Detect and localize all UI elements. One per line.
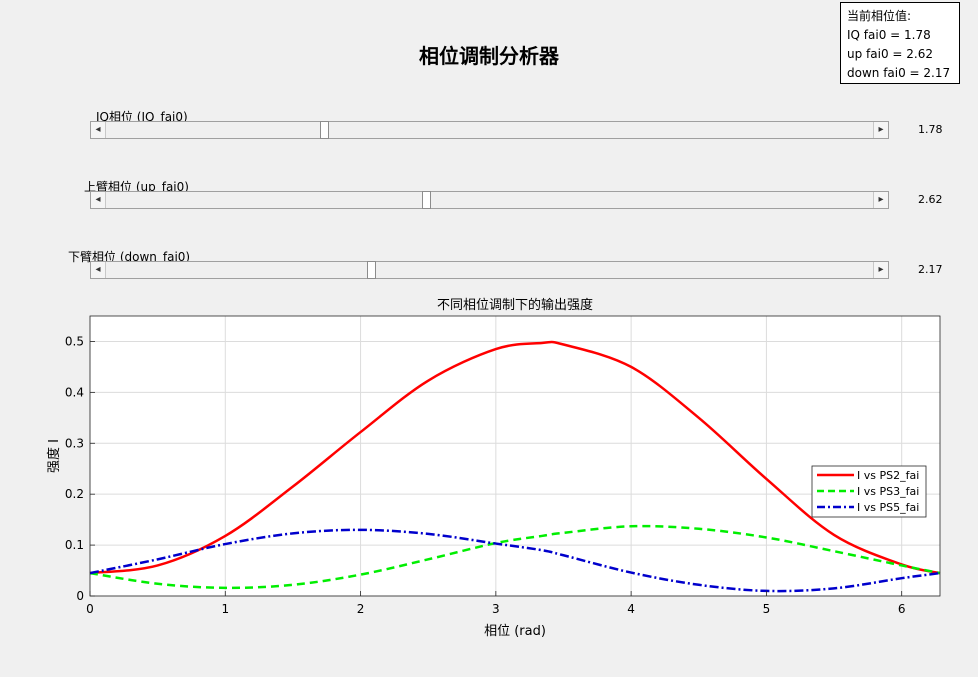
y-axis-label: 强度 I: [46, 439, 62, 473]
legend-label-ps3: I vs PS3_fai: [857, 485, 919, 498]
y-tick-label: 0.3: [65, 436, 84, 450]
phase-info-box: 当前相位值: IQ fai0 = 1.78 up fai0 = 2.62 dow…: [840, 2, 960, 84]
slider-thumb[interactable]: [320, 121, 330, 139]
legend-label-ps5: I vs PS5_fai: [857, 501, 919, 514]
slider-label-down: 下臂相位 (down_fai0): [68, 248, 191, 265]
slider-right-arrow-icon[interactable]: ▸: [873, 192, 888, 208]
y-tick-label: 0: [76, 589, 84, 603]
info-heading: 当前相位值:: [847, 9, 912, 23]
info-line-iq: IQ fai0 = 1.78: [847, 28, 931, 42]
info-line-up: up fai0 = 2.62: [847, 47, 933, 61]
slider-iq-phase[interactable]: ◂ ▸: [90, 121, 889, 139]
slider-left-arrow-icon[interactable]: ◂: [91, 262, 106, 278]
slider-up-phase[interactable]: ◂ ▸: [90, 191, 889, 209]
slider-down-phase[interactable]: ◂ ▸: [90, 261, 889, 279]
series-line-ps5: [89, 528, 941, 593]
slider-value-iq: 1.78: [918, 123, 943, 136]
x-axis-label: 相位 (rad): [484, 624, 546, 639]
series-line-ps2: [89, 340, 941, 575]
x-tick-label: 2: [357, 602, 365, 616]
y-tick-label: 0.5: [65, 334, 84, 348]
x-tick-label: 0: [86, 602, 94, 616]
legend-label-ps2: I vs PS2_fai: [857, 469, 919, 482]
slider-left-arrow-icon[interactable]: ◂: [91, 192, 106, 208]
slider-thumb[interactable]: [421, 191, 431, 209]
app-title: 相位调制分析器: [419, 44, 559, 68]
x-tick-label: 3: [492, 602, 500, 616]
plot-border: [89, 315, 941, 597]
plot-area: [90, 316, 940, 596]
y-tick-label: 0.1: [65, 538, 84, 552]
x-tick-label: 6: [898, 602, 906, 616]
slider-label-up: 上臂相位 (up_fai0): [84, 178, 189, 195]
slider-thumb[interactable]: [367, 261, 377, 279]
slider-value-up: 2.62: [918, 193, 943, 206]
chart-legend: I vs PS2_fai I vs PS3_fai I vs PS5_fai: [811, 465, 927, 518]
x-tick-label: 1: [221, 602, 229, 616]
y-tick-label: 0.2: [65, 487, 84, 501]
slider-left-arrow-icon[interactable]: ◂: [91, 122, 106, 138]
info-line-down: down fai0 = 2.17: [847, 66, 951, 80]
x-tick-label: 4: [627, 602, 635, 616]
slider-label-iq: IQ相位 (IQ_fai0): [96, 108, 188, 125]
slider-right-arrow-icon[interactable]: ▸: [873, 122, 888, 138]
x-tick-label: 5: [763, 602, 771, 616]
slider-right-arrow-icon[interactable]: ▸: [873, 262, 888, 278]
chart-title: 不同相位调制下的输出强度: [437, 297, 593, 313]
y-tick-label: 0.4: [65, 385, 84, 399]
slider-value-down: 2.17: [918, 263, 943, 276]
series-line-ps3: [89, 524, 941, 590]
